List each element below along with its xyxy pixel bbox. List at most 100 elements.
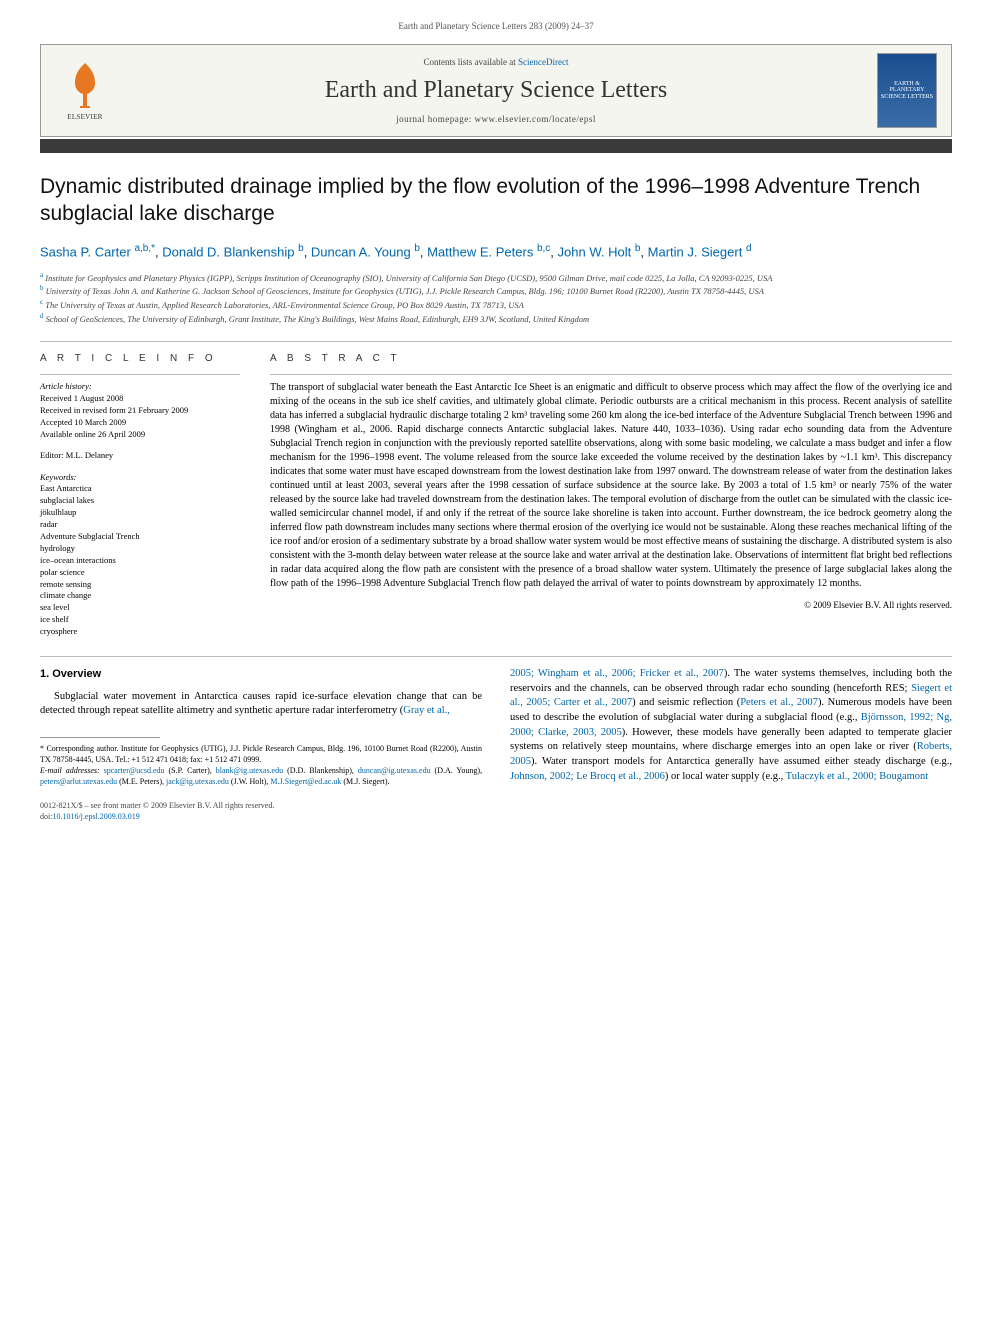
email-who: (S.P. Carter) [168,766,209,775]
banner-center: Contents lists available at ScienceDirec… [115,56,877,125]
email-link[interactable]: duncan@ig.utexas.edu [358,766,431,775]
homepage-prefix: journal homepage: [396,114,474,124]
body-text: ) and seismic reflection ( [632,697,740,708]
rule-bottom [40,656,952,657]
body-para-2: 2005; Wingham et al., 2006; Fricker et a… [510,667,952,785]
issn-line: 0012-821X/$ – see front matter © 2009 El… [40,801,952,811]
keyword: hydrology [40,543,240,555]
keyword: climate change [40,590,240,602]
keyword: ice–ocean interactions [40,555,240,567]
email-link[interactable]: peters@arlut.utexas.edu [40,777,117,786]
history-line: Available online 26 April 2009 [40,429,240,441]
keywords-list: East Antarcticasubglacial lakesjökulhlau… [40,483,240,638]
body-col-left: 1. Overview Subglacial water movement in… [40,667,482,787]
section-title: Overview [52,668,101,680]
author-link[interactable]: Martin J. Siegert [648,244,743,259]
contents-line: Contents lists available at ScienceDirec… [115,56,877,68]
abstract-rule [270,374,952,375]
author-link[interactable]: Sasha P. Carter [40,244,131,259]
affiliation-line: c The University of Texas at Austin, App… [40,298,952,312]
authors-list: Sasha P. Carter a,b,*, Donald D. Blanken… [40,242,952,261]
email-link[interactable]: blank@ig.utexas.edu [216,766,283,775]
keyword: Adventure Subglacial Trench [40,531,240,543]
citation-link[interactable]: 2005; Wingham et al., 2006; Fricker et a… [510,668,724,679]
author-link[interactable]: Matthew E. Peters [427,244,533,259]
email-label: E-mail addresses: [40,766,104,775]
keywords-label: Keywords: [40,472,240,483]
email-who: (J.W. Holt) [231,777,266,786]
info-rule [40,374,240,375]
email-addresses: E-mail addresses: spcarter@ucsd.edu (S.P… [40,766,482,788]
keyword: ice shelf [40,614,240,626]
author-link[interactable]: Duncan A. Young [311,244,411,259]
doi-prefix: doi: [40,812,52,821]
affiliation-line: a Institute for Geophysics and Planetary… [40,271,952,285]
title-block: Dynamic distributed drainage implied by … [40,173,952,325]
sciencedirect-link[interactable]: ScienceDirect [518,57,568,67]
keyword: remote sensing [40,579,240,591]
citation-link[interactable]: Peters et al., 2007 [740,697,818,708]
email-who: (D.A. Young) [435,766,481,775]
email-link[interactable]: jack@ig.utexas.edu [166,777,229,786]
history-line: Received 1 August 2008 [40,393,240,405]
keyword: subglacial lakes [40,495,240,507]
doi-link[interactable]: 10.1016/j.epsl.2009.03.019 [52,812,139,821]
email-link[interactable]: M.J.Siegert@ed.ac.uk [270,777,341,786]
abstract-col: A B S T R A C T The transport of subglac… [270,352,952,637]
history-label: Article history: [40,381,240,393]
article-history: Article history: Received 1 August 2008R… [40,381,240,440]
publisher-label: ELSEVIER [67,113,102,122]
email-who: (M.J. Siegert) [343,777,387,786]
page-footer: 0012-821X/$ – see front matter © 2009 El… [40,801,952,822]
author-affiliation-sup: b,c [537,243,550,254]
body-text: ) or local water supply (e.g., [665,771,786,782]
section-number: 1. [40,668,49,680]
footnote-rule [40,737,160,738]
contents-prefix: Contents lists available at [424,57,518,67]
author-link[interactable]: John W. Holt [558,244,632,259]
homepage-url[interactable]: www.elsevier.com/locate/epsl [475,114,596,124]
email-who: (D.D. Blankenship) [287,766,352,775]
email-link[interactable]: spcarter@ucsd.edu [104,766,165,775]
dark-bar [40,139,952,153]
citation-link[interactable]: Gray et al., [403,705,450,716]
author-link[interactable]: Donald D. Blankenship [162,244,294,259]
journal-name: Earth and Planetary Science Letters [115,74,877,106]
keyword: radar [40,519,240,531]
keyword: sea level [40,602,240,614]
rule-top [40,341,952,342]
keyword: polar science [40,567,240,579]
corresponding-author-note: * Corresponding author. Institute for Ge… [40,744,482,766]
affiliation-line: b University of Texas John A. and Kather… [40,284,952,298]
article-title: Dynamic distributed drainage implied by … [40,173,952,228]
author-affiliation-sup: a,b,* [134,243,155,254]
citation-link[interactable]: Tulaczyk et al., 2000; Bougamont [786,771,929,782]
elsevier-tree-icon [60,58,110,113]
history-line: Accepted 10 March 2009 [40,417,240,429]
doi-line: doi:10.1016/j.epsl.2009.03.019 [40,812,952,822]
keyword: cryosphere [40,626,240,638]
editor-line: Editor: M.L. Delaney [40,450,240,461]
abstract-text: The transport of subglacial water beneat… [270,381,952,591]
email-who: (M.E. Peters) [119,777,162,786]
publisher-logo-block: ELSEVIER [55,58,115,122]
abstract-copyright: © 2009 Elsevier B.V. All rights reserved… [270,599,952,611]
abstract-heading: A B S T R A C T [270,352,952,366]
affiliations-list: a Institute for Geophysics and Planetary… [40,271,952,326]
history-line: Received in revised form 21 February 200… [40,405,240,417]
body-para-1: Subglacial water movement in Antarctica … [40,690,482,719]
journal-banner: ELSEVIER Contents lists available at Sci… [40,44,952,137]
author-affiliation-sup: b [298,243,304,254]
body-text: ). Water transport models for Antarctica… [531,756,952,767]
keywords-block: Keywords: East Antarcticasubglacial lake… [40,472,240,638]
keyword: jökulhlaup [40,507,240,519]
citation-link[interactable]: Johnson, 2002; Le Brocq et al., 2006 [510,771,665,782]
author-affiliation-sup: d [746,243,752,254]
footnotes: * Corresponding author. Institute for Ge… [40,744,482,787]
journal-cover-thumb: EARTH & PLANETARY SCIENCE LETTERS [877,53,937,128]
body-columns: 1. Overview Subglacial water movement in… [40,667,952,787]
cover-text: EARTH & PLANETARY SCIENCE LETTERS [878,81,936,101]
body-col-right: 2005; Wingham et al., 2006; Fricker et a… [510,667,952,787]
article-info-col: A R T I C L E I N F O Article history: R… [40,352,240,637]
article-info-heading: A R T I C L E I N F O [40,352,240,366]
